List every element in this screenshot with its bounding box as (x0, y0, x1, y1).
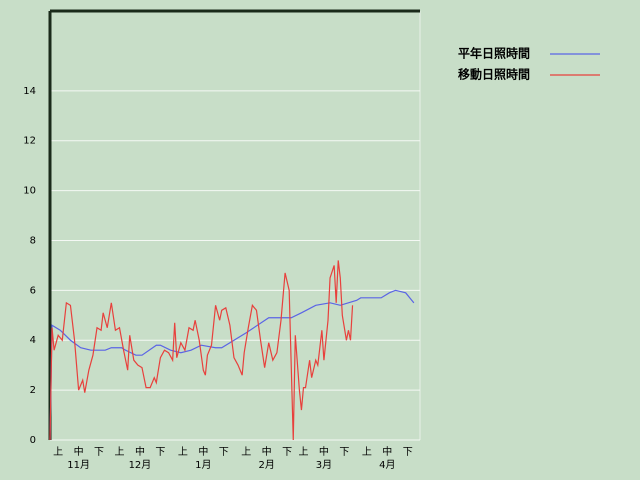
y-tick-label: 10 (23, 186, 36, 197)
y-tick-label: 2 (30, 385, 36, 396)
x-tick-label: 上 (115, 446, 125, 458)
legend-label: 移動日照時間 (458, 67, 530, 82)
y-tick-label: 0 (30, 435, 36, 446)
x-tick-label: 上 (178, 446, 188, 458)
x-tick-label: 中 (74, 445, 84, 458)
x-tick-label: 上 (362, 446, 372, 458)
y-tick-label: 6 (30, 285, 36, 296)
x-tick-label: 中 (319, 445, 329, 458)
x-tick-label: 下 (94, 447, 104, 458)
y-tick-label: 12 (23, 136, 36, 147)
x-tick-label: 下 (155, 447, 165, 458)
y-tick-label: 8 (30, 235, 36, 246)
month-label: 11月 (67, 459, 90, 471)
month-label: 2月 (258, 459, 274, 471)
x-tick-label: 中 (382, 445, 392, 458)
x-tick-label: 上 (53, 446, 63, 458)
month-label: 4月 (379, 459, 395, 471)
y-tick-label: 4 (30, 335, 36, 346)
series-line (49, 289, 415, 441)
month-label: 1月 (195, 459, 211, 471)
x-tick-label: 下 (219, 447, 229, 458)
series-line (49, 260, 354, 441)
x-tick-label: 上 (241, 446, 251, 458)
x-tick-label: 中 (135, 445, 145, 458)
x-tick-label: 中 (262, 445, 272, 458)
x-tick-label: 下 (282, 447, 292, 458)
y-tick-label: 14 (23, 86, 36, 97)
x-tick-label: 下 (403, 447, 413, 458)
month-label: 12月 (129, 459, 152, 471)
x-tick-label: 下 (339, 447, 349, 458)
month-label: 3月 (316, 459, 332, 471)
x-tick-label: 中 (198, 445, 208, 458)
legend-label: 平年日照時間 (458, 46, 530, 61)
x-tick-label: 上 (298, 446, 308, 458)
